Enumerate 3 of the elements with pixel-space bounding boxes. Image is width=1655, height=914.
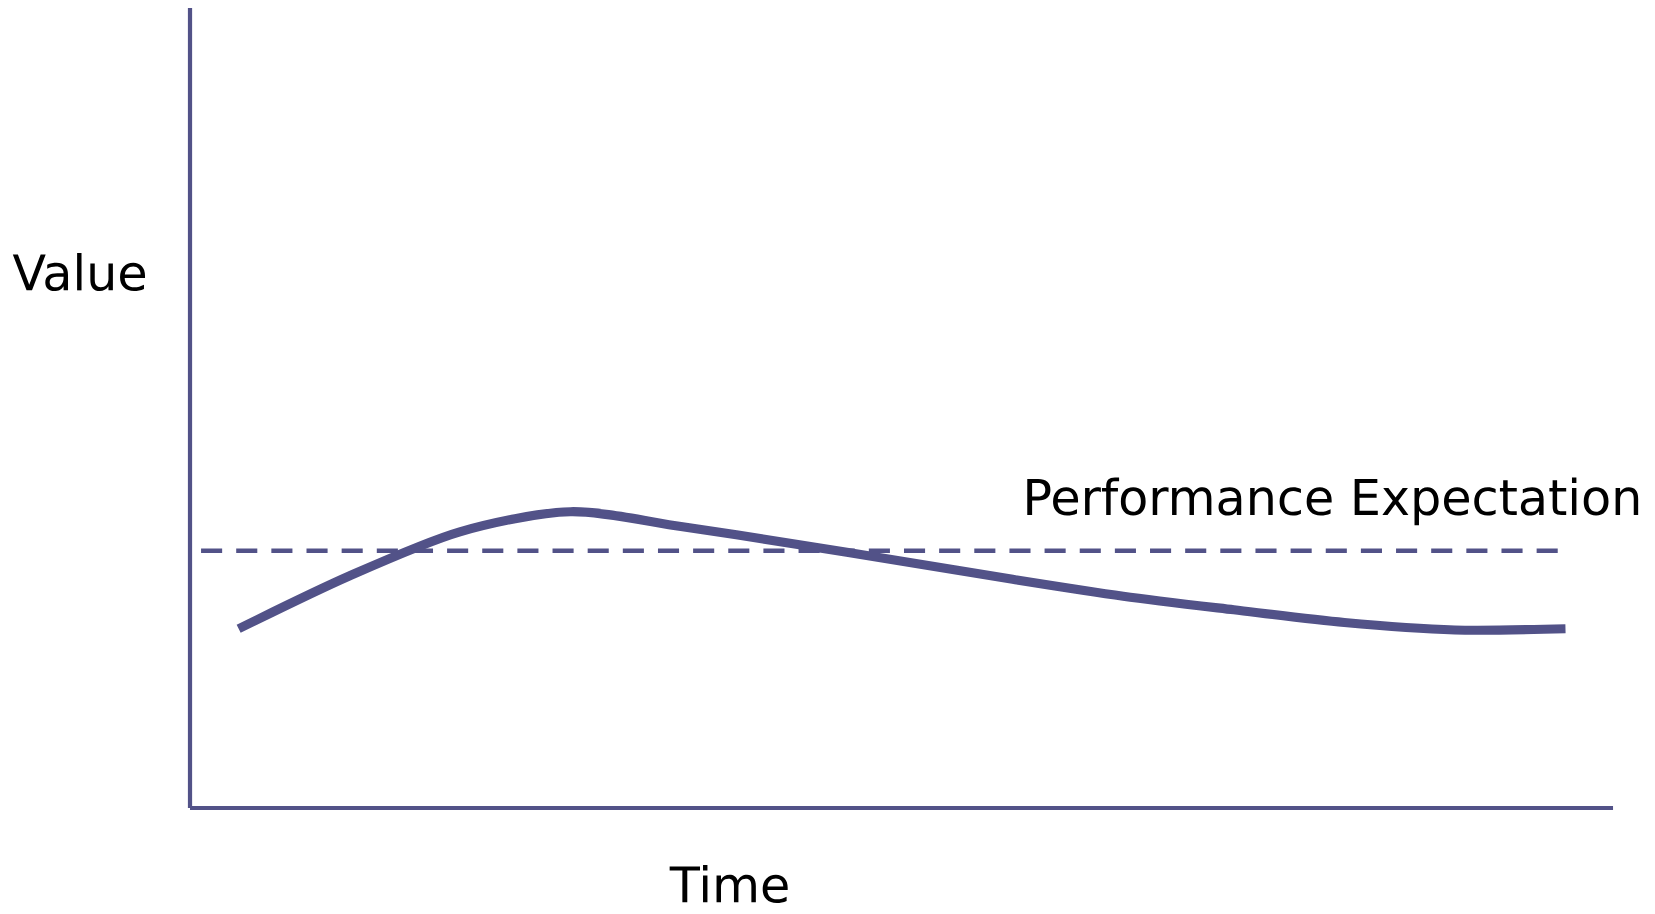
x-axis-title: Time bbox=[669, 864, 788, 904]
y-axis-title: Value bbox=[12, 252, 146, 292]
ref-line-label: Performance Expectation bbox=[1027, 477, 1639, 526]
